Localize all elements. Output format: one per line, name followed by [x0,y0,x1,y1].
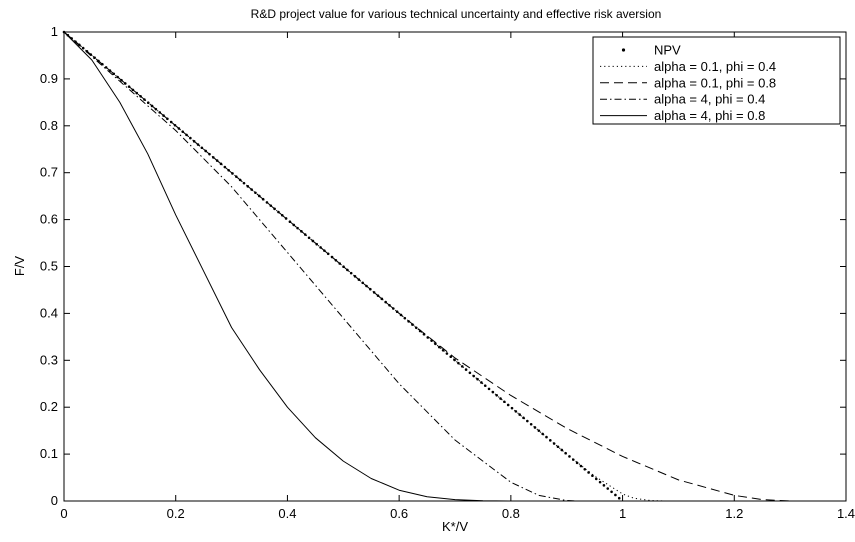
y-tick-label: 0.4 [40,305,58,320]
series-line-3 [63,31,791,502]
legend-label: alpha = 0.1, phi = 0.4 [654,59,776,74]
legend-marker [621,48,626,52]
y-axis-label: F/V [12,256,27,277]
y-tick-label: 0 [51,493,58,508]
x-tick-label: 0.8 [502,506,520,521]
x-tick-label: 1 [619,506,626,521]
chart-title: R&D project value for various technical … [251,7,662,21]
y-tick-label: 0.5 [40,259,58,274]
x-tick-label: 0.6 [390,506,408,521]
y-tick-label: 0.3 [40,352,58,367]
series-line-5 [63,31,511,502]
y-tick-label: 1 [51,24,58,39]
x-tick-label: 0 [60,506,67,521]
series-line-4 [63,31,578,502]
x-tick-label: 0.4 [278,506,296,521]
y-tick-label: 0.8 [40,118,58,133]
legend-label: NPV [654,43,681,58]
y-tick-label: 0.9 [40,71,58,86]
legend-label: alpha = 4, phi = 0.8 [654,108,765,123]
legend-box [592,36,841,125]
y-tick-label: 0.1 [40,446,58,461]
x-axis-label: K*/V [442,519,468,534]
y-axis-ticks: 0 0.1 0.2 0.3 0.4 0.5 0.6 0.7 0.8 0.9 1 [40,24,846,508]
x-tick-label: 1.4 [837,506,855,521]
x-axis-ticks: 0 0.2 0.4 0.6 0.8 1 1.2 1.4 [60,32,855,521]
x-tick-label: 0.2 [167,506,185,521]
series-layer [62,30,791,503]
y-tick-label: 0.7 [40,165,58,180]
legend-label: alpha = 4, phi = 0.4 [654,92,765,107]
x-tick-label: 1.2 [725,506,743,521]
legend-label: alpha = 0.1, phi = 0.8 [654,75,776,90]
y-tick-label: 0.6 [40,212,58,227]
y-tick-label: 0.2 [40,399,58,414]
